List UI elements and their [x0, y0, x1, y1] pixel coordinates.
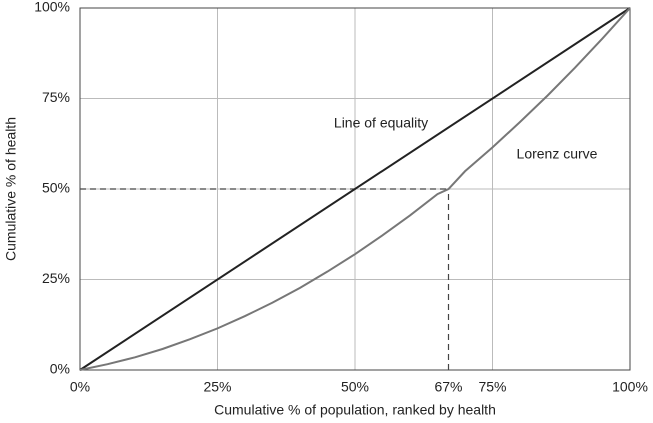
line	[79, 7, 631, 371]
y-axis-title: Cumulative % of health	[3, 117, 19, 261]
series-label: Lorenz curve	[517, 146, 598, 162]
x-tick-label: 25%	[203, 379, 231, 395]
x-tick-label: 67%	[434, 379, 462, 395]
y-tick-label: 50%	[42, 180, 70, 196]
x-tick-label: 0%	[70, 379, 90, 395]
x-tick-label: 75%	[478, 379, 506, 395]
y-tick-label: 100%	[34, 0, 70, 15]
y-tick-label: 0%	[50, 361, 70, 377]
line	[79, 7, 631, 371]
x-tick-label: 50%	[341, 379, 369, 395]
x-tick-label: 100%	[612, 379, 648, 395]
y-tick-label: 75%	[42, 89, 70, 105]
series-label: Line of equality	[334, 115, 428, 131]
x-axis-title: Cumulative % of population, ranked by he…	[214, 402, 496, 418]
y-tick-label: 25%	[42, 270, 70, 286]
